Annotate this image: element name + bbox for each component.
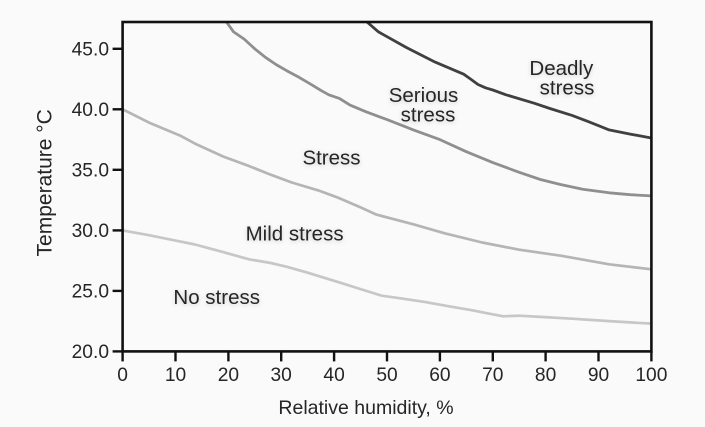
svg-text:20: 20 (218, 365, 239, 386)
svg-text:70: 70 (482, 365, 503, 386)
svg-text:80: 80 (535, 365, 556, 386)
svg-text:Serious: Serious (389, 84, 459, 107)
svg-text:35.0: 35.0 (72, 160, 109, 181)
svg-text:20.0: 20.0 (72, 342, 109, 363)
svg-text:stress: stress (540, 77, 595, 100)
svg-text:Relative humidity, %: Relative humidity, % (278, 397, 453, 419)
svg-text:40.0: 40.0 (72, 100, 109, 121)
svg-text:stress: stress (401, 104, 456, 127)
svg-text:60: 60 (429, 365, 450, 386)
svg-text:40: 40 (323, 365, 344, 386)
svg-text:100: 100 (635, 365, 667, 386)
svg-text:25.0: 25.0 (72, 281, 109, 302)
svg-text:0: 0 (117, 365, 128, 386)
svg-text:Temperature °C: Temperature °C (34, 109, 57, 256)
svg-text:30.0: 30.0 (72, 221, 109, 242)
svg-text:Mild stress: Mild stress (246, 223, 344, 246)
svg-text:30: 30 (271, 365, 292, 386)
svg-text:50: 50 (376, 365, 397, 386)
svg-text:90: 90 (588, 365, 609, 386)
svg-text:Deadly: Deadly (529, 57, 594, 80)
svg-text:45.0: 45.0 (72, 39, 109, 60)
svg-text:Stress: Stress (302, 147, 360, 170)
svg-text:10: 10 (165, 365, 186, 386)
svg-text:No stress: No stress (173, 286, 260, 309)
